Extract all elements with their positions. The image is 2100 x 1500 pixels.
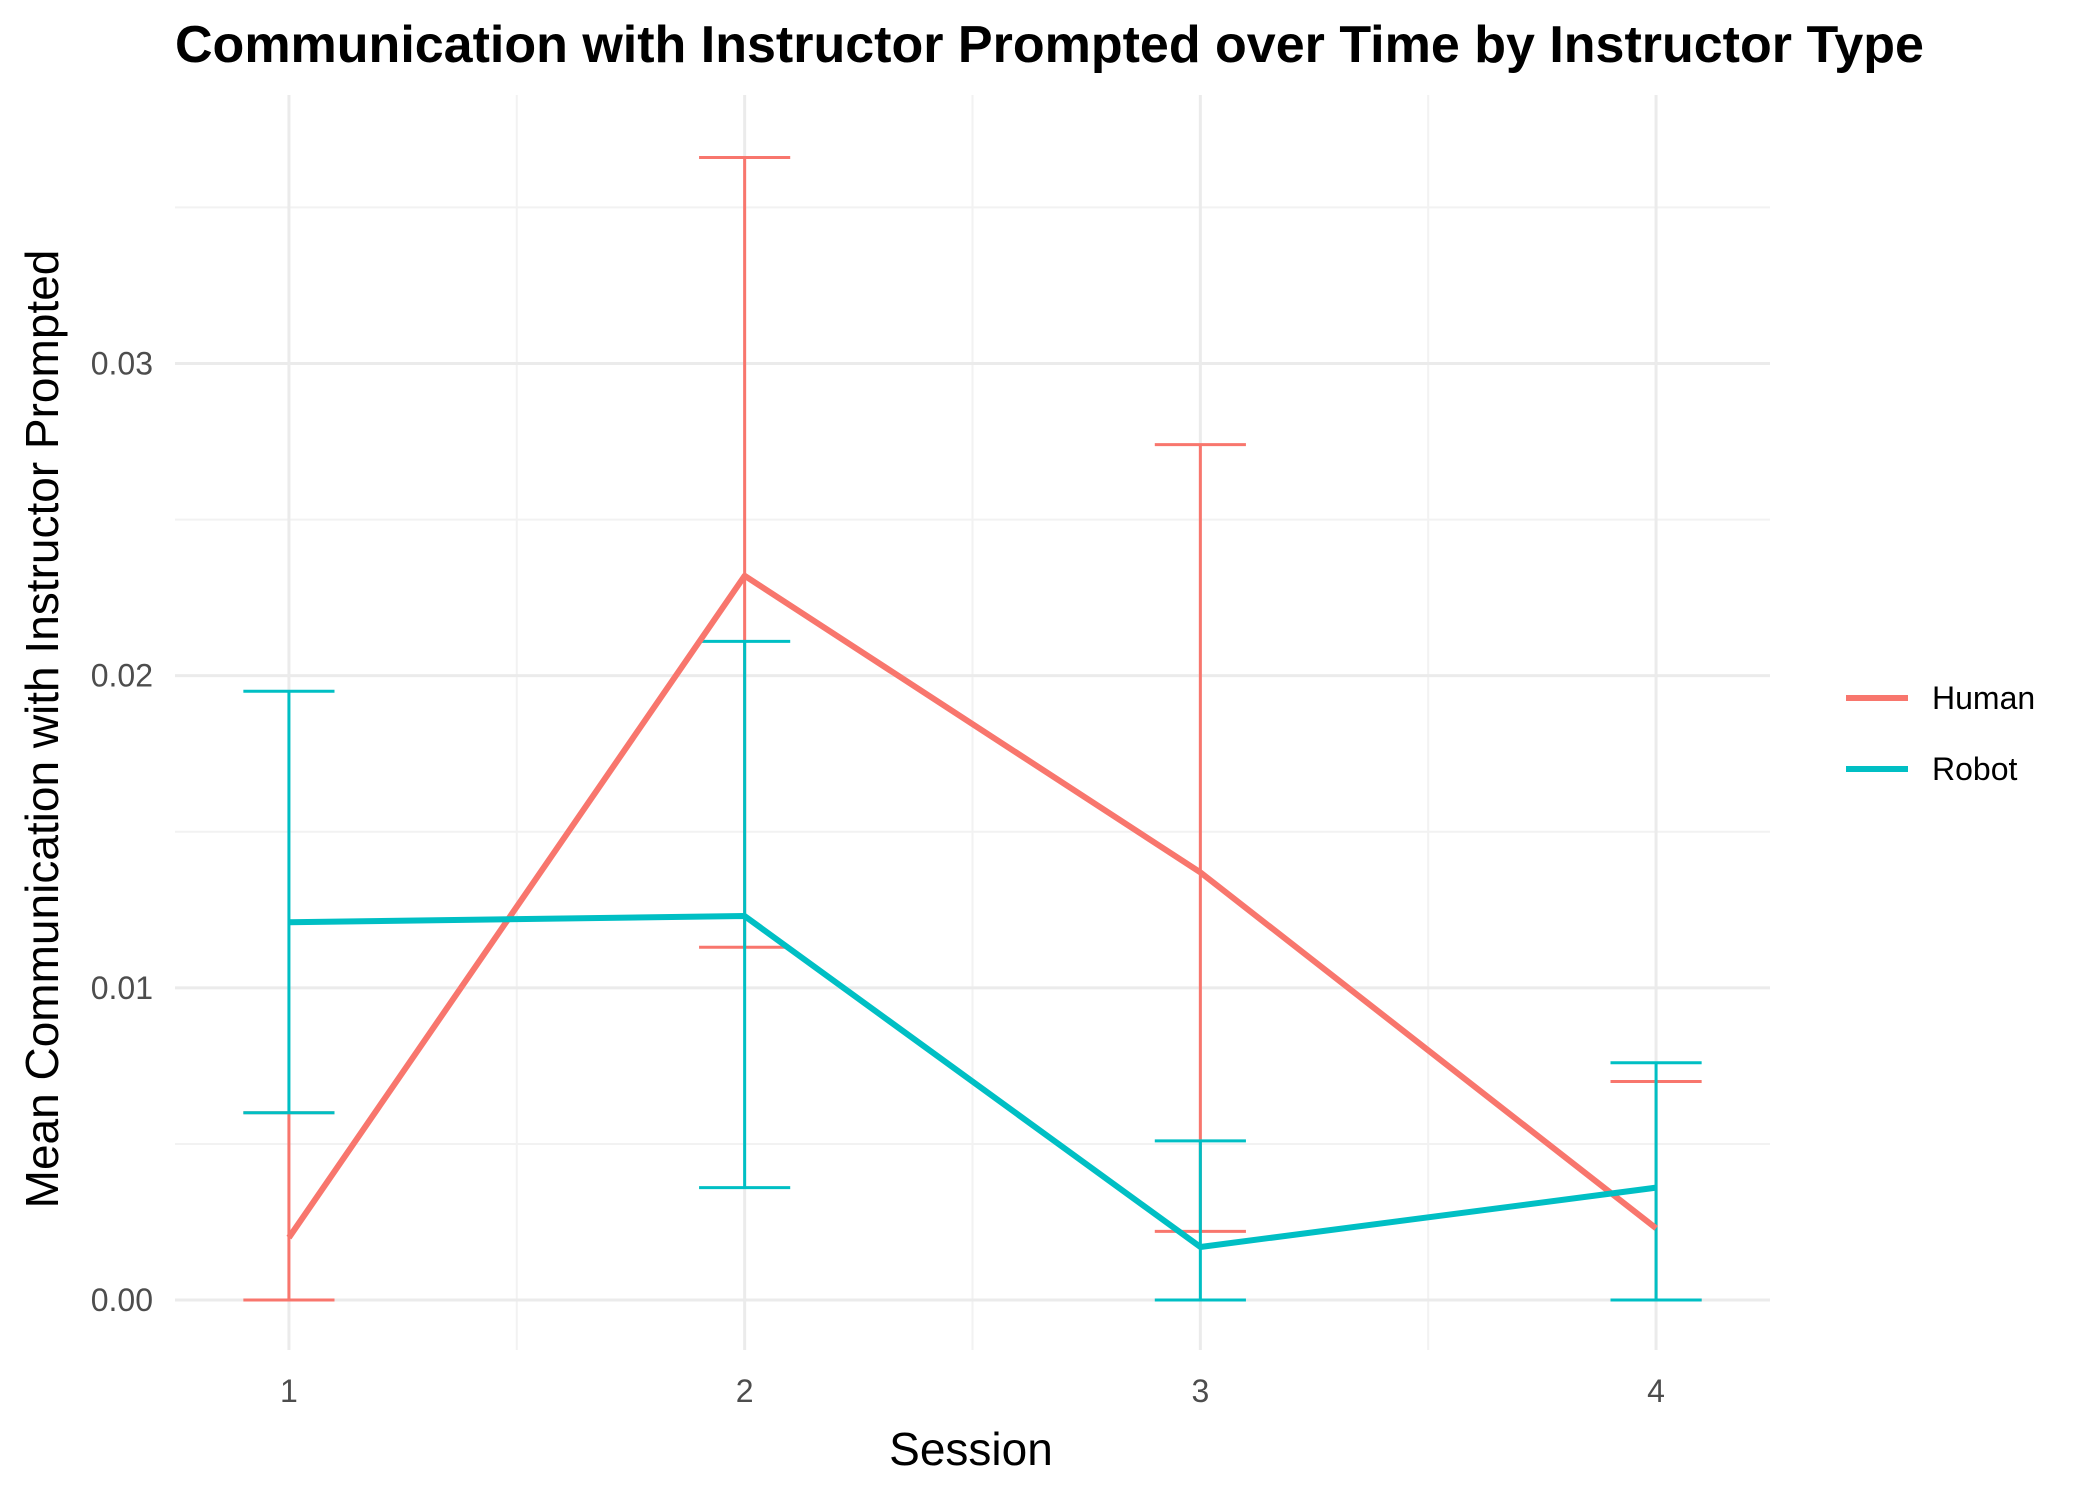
series-line-robot (288, 913, 1657, 1250)
series-line-human (286, 572, 1658, 1240)
x-tick-label: 4 (1647, 1373, 1665, 1409)
legend-label-human: Human (1932, 680, 2035, 716)
axis-ticks: 0.00 0.01 0.02 0.03 1 2 3 4 (91, 345, 1665, 1409)
y-tick-label: 0.03 (91, 345, 153, 381)
plot-series (243, 155, 1702, 1302)
y-tick-label: 0.00 (91, 1282, 153, 1318)
chart-title: Communication with Instructor Prompted o… (175, 16, 1924, 74)
x-tick-label: 2 (736, 1373, 754, 1409)
y-tick-label: 0.01 (91, 970, 153, 1006)
legend: Human Robot (1846, 680, 2035, 787)
y-axis-title: Mean Communication with Instructor Promp… (16, 250, 68, 1209)
x-axis-title: Session (889, 1423, 1053, 1475)
x-tick-label: 3 (1191, 1373, 1209, 1409)
y-tick-label: 0.02 (91, 658, 153, 694)
legend-label-robot: Robot (1932, 751, 2018, 787)
x-tick-label: 1 (280, 1373, 298, 1409)
